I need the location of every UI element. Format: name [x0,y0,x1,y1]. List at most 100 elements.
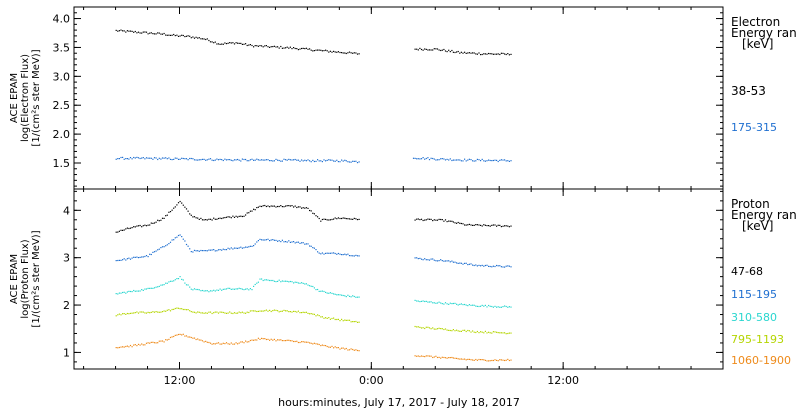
data-point [277,339,279,341]
y-tick-label: 3.0 [53,70,71,83]
data-point [315,160,317,162]
data-point [488,360,490,362]
data-point [278,205,280,208]
data-point [451,159,453,162]
data-point [486,306,488,308]
data-point [494,359,496,361]
data-point [441,303,443,305]
data-point [504,159,506,161]
data-point [161,311,164,313]
data-point [436,48,439,50]
data-point [177,333,180,336]
data-point [155,33,157,35]
data-point [165,339,167,341]
data-point [131,312,133,314]
data-point [145,342,148,344]
data-point [128,227,130,230]
data-point [432,327,434,329]
data-point [489,360,491,362]
data-point [342,347,344,349]
data-point [272,339,274,341]
data-point [120,259,122,261]
data-point [181,157,183,159]
data-point [355,52,357,54]
data-point [468,263,470,265]
data-point [337,318,339,320]
data-point [166,158,168,160]
data-point [232,215,234,217]
data-point [457,159,459,161]
data-point [304,207,306,209]
data-point [150,32,152,34]
data-point [462,160,464,162]
data-point [235,159,237,161]
data-point [120,314,122,316]
data-point [251,210,253,212]
data-point [240,288,242,290]
data-point [510,53,512,55]
data-point [184,282,186,284]
data-point [270,239,272,241]
data-point [465,359,467,361]
data-point [422,327,424,329]
data-point [174,35,176,37]
data-point [176,278,178,280]
data-point [321,161,323,163]
data-point [285,340,287,342]
data-point [499,224,501,226]
data-point [230,312,232,314]
data-point [128,30,130,32]
data-point [449,357,451,359]
series-1060-1900 [115,333,512,362]
data-point [134,226,136,228]
data-point [173,280,175,282]
data-point [158,220,160,222]
data-point [270,338,272,340]
data-point [205,159,207,161]
data-point [129,312,132,314]
data-point [200,159,202,161]
data-point [285,280,287,282]
data-point [326,159,328,161]
data-point [299,242,301,244]
data-point [280,339,282,341]
data-point [273,205,275,207]
data-point [125,259,127,261]
data-point [323,253,325,255]
data-point [334,160,336,162]
data-point [163,341,165,343]
data-point [460,303,462,305]
data-point [152,222,154,224]
data-point [347,294,349,296]
data-point [195,217,197,219]
data-point [460,160,462,162]
data-point [257,45,259,47]
data-point [217,342,220,344]
data-point [446,158,448,160]
data-point [433,356,435,358]
data-point [476,305,478,307]
data-point [492,53,494,55]
data-point [203,341,205,343]
data-point [209,41,212,43]
data-point [414,325,416,328]
data-point [232,160,234,162]
data-point [166,244,168,246]
data-point [155,311,157,313]
data-point [497,265,499,267]
data-point [281,47,283,49]
data-point [420,158,423,160]
data-point [265,205,267,208]
data-point [313,50,315,52]
data-point [489,305,491,307]
data-point [149,32,151,34]
data-point [500,52,502,54]
data-point [155,221,157,223]
data-point [342,320,344,322]
data-point [321,252,323,254]
data-point [480,54,482,56]
data-point [129,258,132,260]
data-point [241,43,243,45]
data-point [155,286,157,288]
